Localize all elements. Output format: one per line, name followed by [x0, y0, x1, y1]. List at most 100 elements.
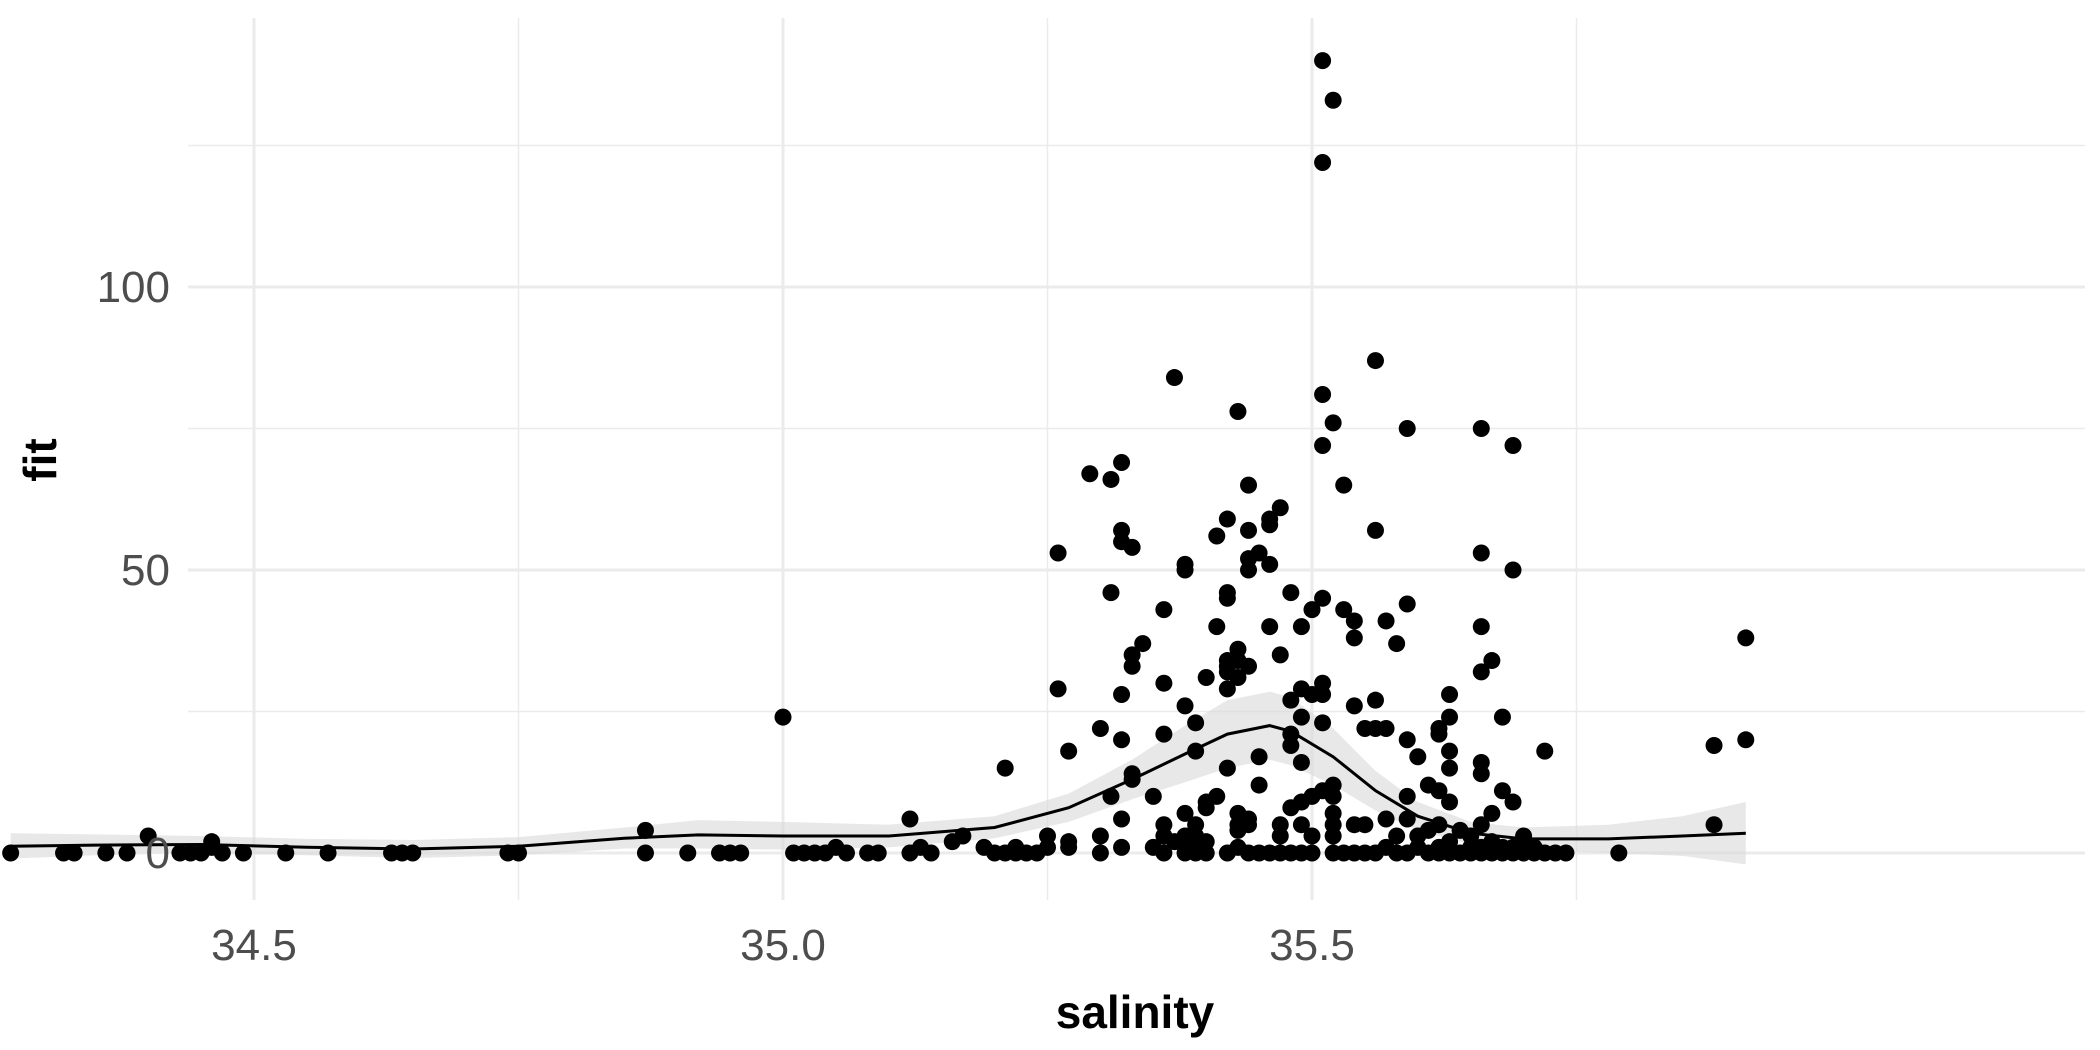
data-point — [1366, 352, 1384, 370]
data-point — [1123, 657, 1141, 675]
data-point — [1441, 742, 1459, 760]
data-point — [679, 844, 697, 862]
data-point — [1060, 742, 1078, 760]
data-point — [1271, 499, 1289, 517]
data-point — [1335, 476, 1353, 494]
smooth-curve — [10, 724, 1746, 851]
data-point — [1165, 369, 1183, 387]
x-axis-tick-labels: 34.5 35.0 35.5 — [211, 921, 1355, 970]
data-point — [1705, 816, 1723, 834]
data-point — [1314, 436, 1332, 454]
data-point — [1345, 629, 1363, 647]
data-point — [1240, 521, 1258, 539]
data-point — [1610, 844, 1628, 862]
data-point — [1303, 827, 1321, 845]
data-point — [1155, 844, 1173, 862]
data-point — [1536, 742, 1554, 760]
data-point — [1208, 618, 1226, 636]
data-point — [1398, 595, 1416, 613]
data-point — [1398, 810, 1416, 828]
data-point — [1314, 386, 1332, 404]
data-point — [1261, 516, 1279, 534]
data-point — [1441, 686, 1459, 704]
data-point — [1197, 844, 1215, 862]
data-point — [1187, 714, 1205, 732]
data-point — [1250, 544, 1268, 562]
y-axis-title: fit — [14, 438, 66, 481]
data-point — [1377, 719, 1395, 737]
y-tick-label: 100 — [97, 263, 170, 312]
data-point — [1483, 652, 1501, 670]
y-tick-label: 0 — [146, 829, 170, 878]
data-point — [1292, 753, 1310, 771]
data-point — [1377, 810, 1395, 828]
data-point — [1197, 669, 1215, 687]
data-point — [1314, 589, 1332, 607]
data-point — [1261, 618, 1279, 636]
data-point — [1472, 663, 1490, 681]
data-point — [1345, 612, 1363, 630]
data-point — [1314, 153, 1332, 171]
data-point — [97, 844, 115, 862]
data-point — [1102, 470, 1120, 488]
data-point — [1060, 833, 1078, 851]
data-point — [1303, 844, 1321, 862]
data-point — [1441, 708, 1459, 726]
data-point — [1229, 403, 1247, 421]
x-tick-label: 35.0 — [740, 921, 826, 970]
data-point — [1388, 827, 1406, 845]
data-point — [1472, 420, 1490, 437]
data-point — [1218, 680, 1236, 698]
data-point — [1144, 787, 1162, 805]
data-point — [1176, 804, 1194, 822]
data-point — [1113, 731, 1131, 749]
x-tick-label: 35.5 — [1269, 921, 1355, 970]
data-point — [2, 844, 20, 862]
y-axis-tick-labels: 0 50 100 — [97, 263, 170, 878]
data-point — [1292, 618, 1310, 636]
data-point — [1737, 731, 1755, 749]
data-point — [1271, 646, 1289, 664]
data-point — [1091, 844, 1109, 862]
data-point — [1282, 736, 1300, 754]
data-point — [277, 844, 295, 862]
data-point — [636, 844, 654, 862]
data-point — [1123, 538, 1141, 556]
data-point — [1261, 555, 1279, 573]
data-point — [1324, 827, 1342, 845]
data-point — [636, 821, 654, 839]
data-point — [1324, 414, 1342, 432]
data-point — [1240, 476, 1258, 494]
data-point — [1292, 816, 1310, 834]
data-point — [1398, 787, 1416, 805]
data-point — [1218, 589, 1236, 607]
data-point — [510, 844, 527, 862]
data-point — [1314, 686, 1332, 704]
data-point — [1250, 776, 1268, 794]
data-point — [1113, 453, 1131, 471]
data-point — [1081, 465, 1099, 483]
data-point — [1049, 544, 1067, 562]
data-point — [1240, 561, 1258, 579]
data-point — [1705, 736, 1723, 754]
data-point — [65, 844, 83, 862]
data-point — [1208, 787, 1226, 805]
data-point — [1091, 719, 1109, 737]
data-point — [1218, 510, 1236, 528]
data-point — [1292, 708, 1310, 726]
data-point — [1113, 810, 1131, 828]
data-point — [1398, 420, 1416, 437]
data-point — [869, 844, 887, 862]
data-point — [1493, 708, 1511, 726]
data-point — [1493, 782, 1511, 800]
x-tick-label: 34.5 — [211, 921, 297, 970]
data-point — [1472, 544, 1490, 562]
data-point — [1504, 436, 1522, 454]
data-point — [1472, 618, 1490, 636]
data-point — [404, 844, 422, 862]
data-point — [1134, 635, 1152, 653]
y-tick-label: 50 — [121, 546, 170, 595]
data-point — [1155, 601, 1173, 619]
data-points — [2, 52, 1755, 862]
